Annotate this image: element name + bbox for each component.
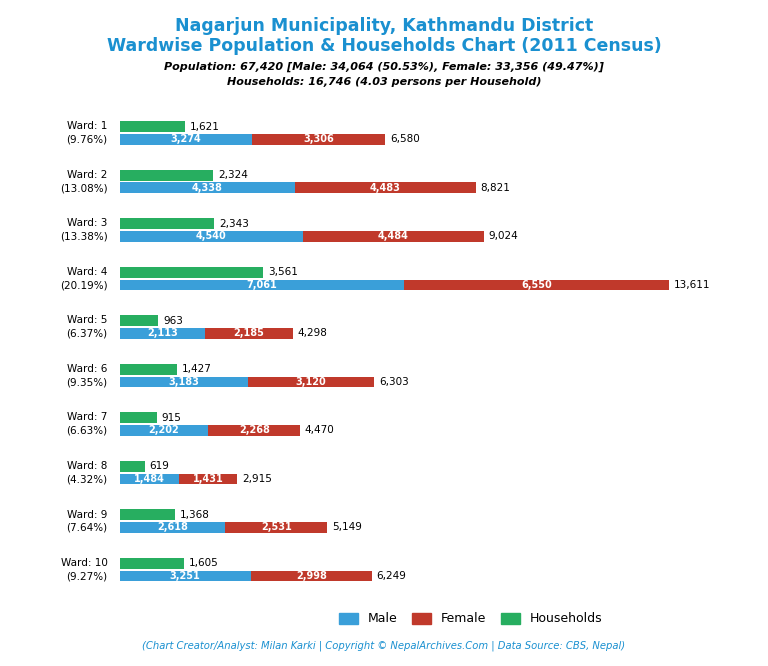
Bar [120, 522, 225, 533]
Text: 3,120: 3,120 [296, 377, 326, 387]
Text: Ward: 2
(13.08%): Ward: 2 (13.08%) [60, 170, 108, 193]
Bar [225, 522, 327, 533]
Text: 4,470: 4,470 [305, 426, 335, 436]
Text: Ward: 7
(6.63%): Ward: 7 (6.63%) [66, 412, 108, 436]
Text: 2,998: 2,998 [296, 571, 326, 581]
Bar [120, 182, 295, 193]
Text: 2,618: 2,618 [157, 522, 188, 532]
Text: 1,621: 1,621 [190, 122, 220, 132]
Text: Ward: 6
(9.35%): Ward: 6 (9.35%) [66, 364, 108, 387]
Text: 2,185: 2,185 [233, 328, 264, 338]
Bar [120, 280, 405, 290]
Bar [120, 425, 208, 436]
Text: 4,338: 4,338 [192, 182, 223, 192]
Text: Ward: 5
(6.37%): Ward: 5 (6.37%) [66, 316, 108, 338]
Text: 3,561: 3,561 [268, 267, 298, 277]
Text: 4,540: 4,540 [196, 231, 227, 241]
Text: 2,202: 2,202 [149, 426, 180, 436]
Text: Population: 67,420 [Male: 34,064 (50.53%), Female: 33,356 (49.47%)]: Population: 67,420 [Male: 34,064 (50.53%… [164, 61, 604, 71]
Bar [120, 558, 184, 569]
Text: 4,483: 4,483 [369, 182, 400, 192]
Bar [252, 134, 385, 145]
Text: 6,249: 6,249 [376, 571, 406, 581]
Text: (Chart Creator/Analyst: Milan Karki | Copyright © NepalArchives.Com | Data Sourc: (Chart Creator/Analyst: Milan Karki | Co… [142, 641, 626, 651]
Text: 3,183: 3,183 [168, 377, 199, 387]
Text: Ward: 8
(4.32%): Ward: 8 (4.32%) [66, 461, 108, 484]
Text: 8,821: 8,821 [480, 182, 510, 192]
Bar [120, 461, 144, 472]
Bar [120, 328, 205, 339]
Text: 2,113: 2,113 [147, 328, 177, 338]
Text: 6,303: 6,303 [379, 377, 409, 387]
Bar [208, 425, 300, 436]
Text: Nagarjun Municipality, Kathmandu District: Nagarjun Municipality, Kathmandu Distric… [175, 17, 593, 35]
Bar [120, 231, 303, 242]
Legend: Male, Female, Households: Male, Female, Households [334, 607, 607, 631]
Text: 1,427: 1,427 [182, 364, 212, 374]
Bar [303, 231, 484, 242]
Text: 2,268: 2,268 [239, 426, 270, 436]
Bar [120, 474, 180, 484]
Text: 619: 619 [150, 462, 169, 472]
Text: Ward: 3
(13.38%): Ward: 3 (13.38%) [60, 218, 108, 242]
Text: 6,580: 6,580 [390, 135, 419, 145]
Text: 2,324: 2,324 [218, 170, 248, 180]
Text: 2,343: 2,343 [219, 218, 249, 228]
Text: 13,611: 13,611 [674, 280, 710, 290]
Bar [120, 316, 158, 326]
Bar [248, 376, 374, 387]
Bar [120, 121, 185, 132]
Bar [120, 134, 252, 145]
Text: 3,251: 3,251 [170, 571, 200, 581]
Text: 3,274: 3,274 [170, 135, 201, 145]
Bar [120, 571, 251, 581]
Text: 9,024: 9,024 [488, 231, 518, 241]
Bar [120, 412, 157, 423]
Bar [120, 376, 248, 387]
Bar [120, 218, 214, 229]
Bar [205, 328, 293, 339]
Text: 1,484: 1,484 [134, 474, 165, 484]
Text: 4,484: 4,484 [378, 231, 409, 241]
Bar [295, 182, 475, 193]
Text: Ward: 10
(9.27%): Ward: 10 (9.27%) [61, 558, 108, 581]
Text: Wardwise Population & Households Chart (2011 Census): Wardwise Population & Households Chart (… [107, 37, 661, 55]
Text: Households: 16,746 (4.03 persons per Household): Households: 16,746 (4.03 persons per Hou… [227, 77, 541, 87]
Bar [180, 474, 237, 484]
Bar [120, 267, 263, 278]
Bar [405, 280, 669, 290]
Text: 1,431: 1,431 [193, 474, 223, 484]
Text: 5,149: 5,149 [333, 522, 362, 532]
Text: 7,061: 7,061 [247, 280, 277, 290]
Text: 2,531: 2,531 [261, 522, 292, 532]
Text: 3,306: 3,306 [303, 135, 334, 145]
Text: 915: 915 [161, 413, 181, 423]
Text: 1,605: 1,605 [189, 558, 219, 568]
Text: Ward: 1
(9.76%): Ward: 1 (9.76%) [66, 121, 108, 145]
Bar [251, 571, 372, 581]
Bar [120, 364, 177, 374]
Text: Ward: 9
(7.64%): Ward: 9 (7.64%) [66, 509, 108, 533]
Bar [120, 170, 214, 180]
Text: 6,550: 6,550 [521, 280, 552, 290]
Text: 1,368: 1,368 [180, 510, 210, 520]
Text: 963: 963 [164, 316, 184, 326]
Text: Ward: 4
(20.19%): Ward: 4 (20.19%) [60, 267, 108, 290]
Text: 2,915: 2,915 [242, 474, 272, 484]
Bar [120, 509, 175, 520]
Text: 4,298: 4,298 [298, 328, 328, 338]
